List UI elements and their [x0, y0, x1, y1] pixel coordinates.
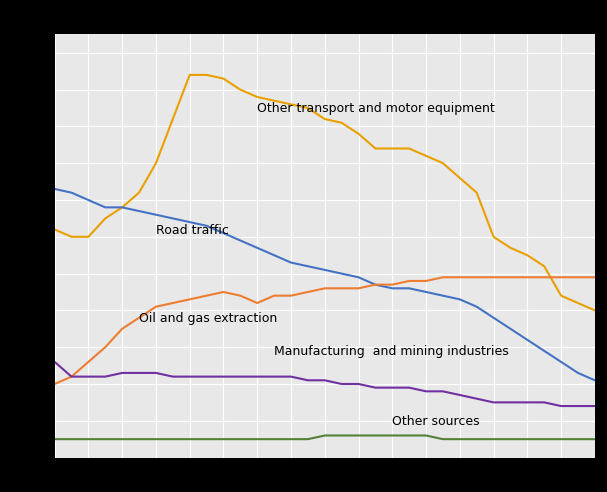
- Text: Other transport and motor equipment: Other transport and motor equipment: [257, 102, 495, 116]
- Text: Manufacturing  and mining industries: Manufacturing and mining industries: [274, 345, 509, 358]
- Text: Other sources: Other sources: [392, 415, 480, 428]
- Text: Road traffic: Road traffic: [156, 224, 229, 237]
- Text: Oil and gas extraction: Oil and gas extraction: [139, 312, 277, 325]
